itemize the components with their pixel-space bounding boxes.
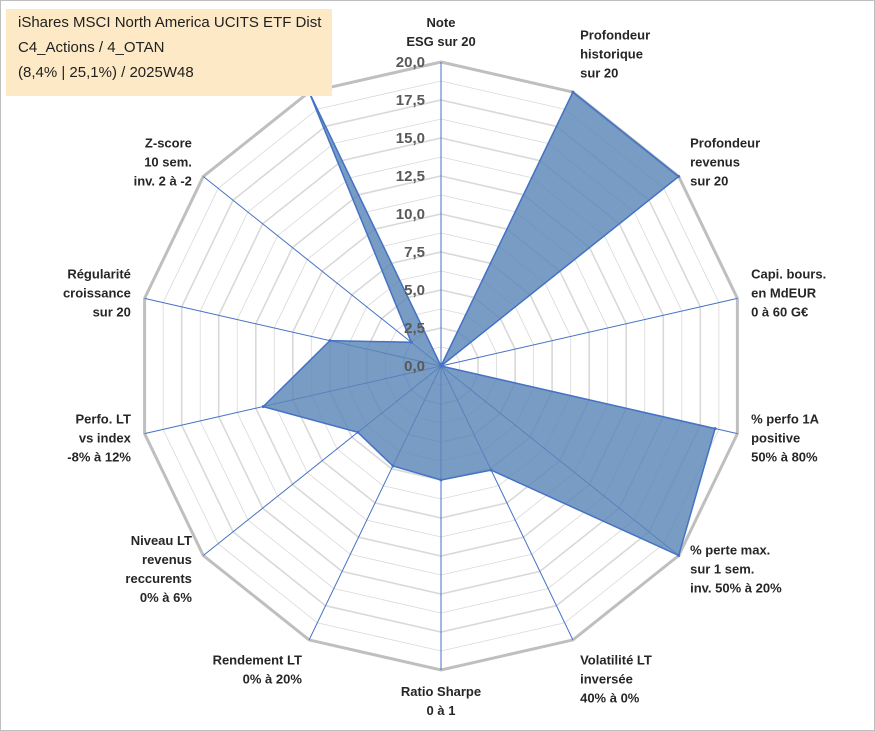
data-point-2	[571, 90, 575, 94]
axis-label-12-line-2: croissance	[63, 286, 131, 301]
data-point-7	[489, 468, 493, 472]
axis-label-3-line-2: revenus	[690, 155, 740, 170]
axis-label-2-line-2: historique	[580, 46, 643, 61]
chart-title-box: iShares MSCI North America UCITS ETF Dis…	[6, 9, 332, 96]
axis-label-9-line-1: Rendement LT	[213, 653, 302, 668]
axis-label-12-line-1: Régularité	[67, 267, 131, 282]
axis-label-8-line-1: Ratio Sharpe	[401, 684, 481, 699]
axis-label-11-line-3: -8% à 12%	[67, 450, 131, 465]
data-point-6	[677, 554, 681, 557]
chart-title-line1: iShares MSCI North America UCITS ETF Dis…	[18, 14, 322, 31]
axis-label-13-line-1: Z-score	[145, 136, 192, 151]
axis-label-1-line-1: Note	[427, 15, 456, 30]
axis-label-10-line-2: revenus	[142, 552, 192, 567]
axis-label-10-line-4: 0% à 6%	[140, 590, 192, 605]
axis-label-11-line-2: vs index	[79, 431, 132, 446]
axis-label-7-line-1: Volatilité LT	[580, 653, 652, 668]
axis-label-2-line-3: sur 20	[580, 65, 618, 80]
axis-label-6-line-2: sur 1 sem.	[690, 561, 754, 576]
axis-label-5-line-2: positive	[751, 431, 800, 446]
tick-label-6: 15,0	[396, 130, 425, 147]
axis-label-5-line-1: % perfo 1A	[751, 412, 820, 427]
data-point-8	[439, 478, 443, 482]
axis-label-8-line-2: 0 à 1	[427, 703, 456, 718]
axis-label-13-line-3: inv. 2 à -2	[134, 174, 192, 189]
axis-label-4-line-2: en MdEUR	[751, 286, 817, 301]
tick-label-8: 20,0	[396, 54, 425, 71]
axis-label-10-line-1: Niveau LT	[131, 533, 192, 548]
axis-label-7-line-2: inversée	[580, 672, 633, 687]
tick-label-3: 7,5	[404, 244, 425, 261]
axis-spoke-13	[202, 176, 442, 367]
data-point-12	[328, 339, 332, 343]
axis-label-12-line-3: sur 20	[93, 305, 131, 320]
axis-label-13-line-2: 10 sem.	[144, 155, 192, 170]
axis-label-6-line-3: inv. 50% à 20%	[690, 580, 782, 595]
data-point-5	[713, 427, 717, 431]
axis-label-9-line-2: 0% à 20%	[243, 672, 303, 687]
tick-label-2: 5,0	[404, 282, 425, 299]
data-point-9	[391, 464, 395, 468]
axis-label-4-line-3: 0 à 60 G€	[751, 305, 808, 320]
tick-label-5: 12,5	[396, 168, 425, 185]
data-point-10	[356, 430, 360, 434]
tick-label-7: 17,5	[396, 92, 425, 109]
axis-label-3-line-1: Profondeur	[690, 136, 760, 151]
axis-label-5-line-3: 50% à 80%	[751, 450, 818, 465]
axis-label-11-line-1: Perfo. LT	[76, 412, 131, 427]
data-point-4	[439, 364, 443, 368]
data-point-11	[261, 405, 265, 409]
data-point-3	[677, 175, 681, 178]
chart-title-line3: (8,4% | 25,1%) / 2025W48	[18, 64, 194, 81]
axis-label-6-line-1: % perte max.	[690, 542, 770, 557]
axis-label-2-line-1: Profondeur	[580, 27, 650, 42]
axis-label-3-line-3: sur 20	[690, 174, 728, 189]
axis-label-4-line-1: Capi. bours.	[751, 267, 826, 282]
tick-label-1: 2,5	[404, 320, 425, 337]
tick-label-0: 0,0	[404, 358, 425, 375]
chart-title-line2: C4_Actions / 4_OTAN	[18, 39, 165, 56]
axis-spoke-4	[440, 297, 738, 367]
axis-label-10-line-3: reccurents	[125, 571, 191, 586]
axis-label-7-line-3: 40% à 0%	[580, 691, 640, 706]
axis-label-1-line-2: ESG sur 20	[406, 34, 475, 49]
data-series-area	[261, 90, 717, 557]
tick-label-4: 10,0	[396, 206, 425, 223]
data-point-13	[409, 340, 413, 344]
